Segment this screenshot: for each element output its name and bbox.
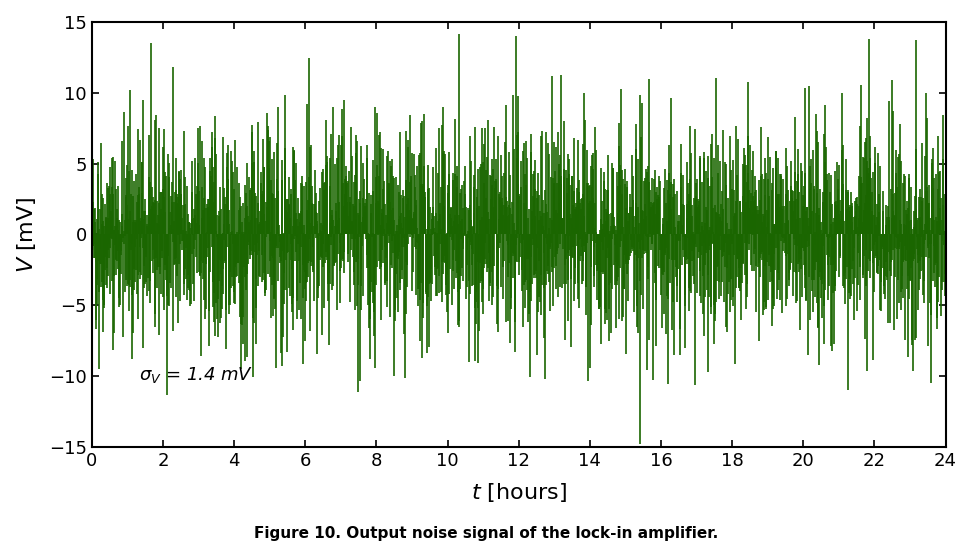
Text: $\sigma_V$ = 1.4 mV: $\sigma_V$ = 1.4 mV	[139, 365, 254, 385]
X-axis label: $t$ [hours]: $t$ [hours]	[470, 481, 567, 504]
Text: Figure 10. Output noise signal of the lock-in amplifier.: Figure 10. Output noise signal of the lo…	[254, 526, 718, 541]
Y-axis label: $V$ [mV]: $V$ [mV]	[15, 196, 38, 273]
